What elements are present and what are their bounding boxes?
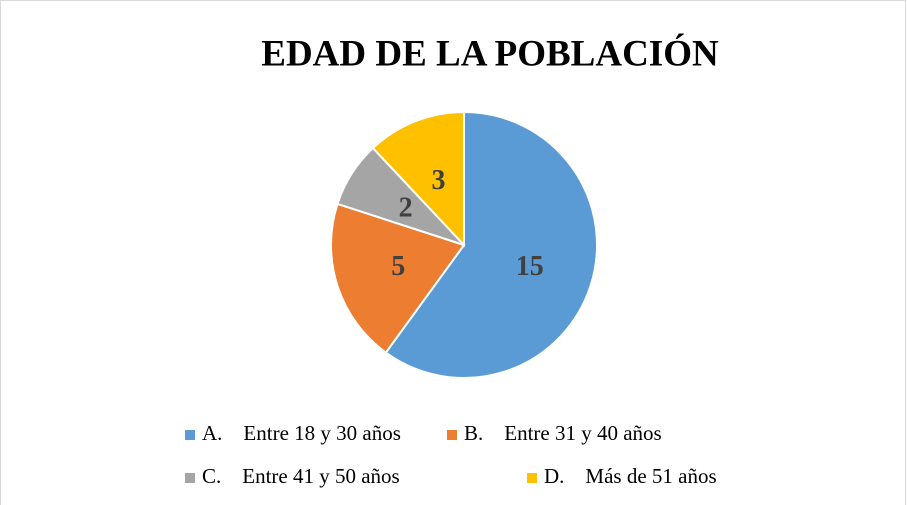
data-label: 3 bbox=[432, 165, 446, 196]
legend-label: B. Entre 31 y 40 años bbox=[464, 421, 662, 445]
pie-slice bbox=[384, 110, 598, 379]
pie-slice bbox=[371, 110, 465, 248]
data-label: 2 bbox=[399, 192, 413, 223]
legend-marker bbox=[527, 473, 537, 483]
legend-label: D. Más de 51 años bbox=[544, 464, 717, 488]
legend-marker bbox=[185, 473, 195, 483]
data-label: 5 bbox=[391, 251, 405, 282]
legend-marker bbox=[185, 430, 195, 440]
data-label: 15 bbox=[516, 251, 544, 282]
legend-label: A. Entre 18 y 30 años bbox=[202, 421, 401, 445]
legend-label: C. Entre 41 y 50 años bbox=[202, 464, 400, 488]
legend-marker bbox=[447, 430, 457, 440]
pie-slice bbox=[330, 202, 466, 354]
chart-title: EDAD DE LA POBLACIÓN bbox=[261, 32, 719, 74]
